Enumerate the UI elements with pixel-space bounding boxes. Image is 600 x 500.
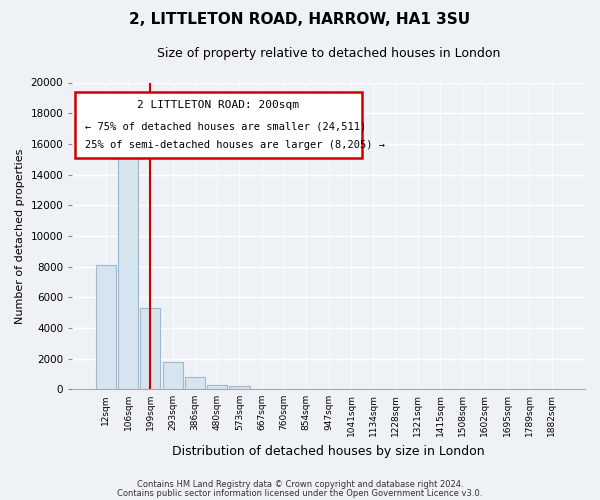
Bar bbox=[185, 377, 205, 389]
Title: Size of property relative to detached houses in London: Size of property relative to detached ho… bbox=[157, 48, 500, 60]
Text: Contains public sector information licensed under the Open Government Licence v3: Contains public sector information licen… bbox=[118, 488, 482, 498]
Bar bbox=[95, 265, 116, 389]
Bar bbox=[163, 362, 182, 389]
Text: 2, LITTLETON ROAD, HARROW, HA1 3SU: 2, LITTLETON ROAD, HARROW, HA1 3SU bbox=[130, 12, 470, 28]
FancyBboxPatch shape bbox=[75, 92, 362, 158]
Bar bbox=[207, 384, 227, 389]
Text: 2 LITTLETON ROAD: 200sqm: 2 LITTLETON ROAD: 200sqm bbox=[137, 100, 299, 110]
Text: 25% of semi-detached houses are larger (8,205) →: 25% of semi-detached houses are larger (… bbox=[85, 140, 385, 150]
Bar bbox=[140, 308, 160, 389]
Y-axis label: Number of detached properties: Number of detached properties bbox=[15, 148, 25, 324]
X-axis label: Distribution of detached houses by size in London: Distribution of detached houses by size … bbox=[172, 444, 485, 458]
Bar bbox=[118, 136, 138, 389]
Text: Contains HM Land Registry data © Crown copyright and database right 2024.: Contains HM Land Registry data © Crown c… bbox=[137, 480, 463, 489]
Bar bbox=[229, 386, 250, 389]
Text: ← 75% of detached houses are smaller (24,511): ← 75% of detached houses are smaller (24… bbox=[85, 122, 367, 132]
